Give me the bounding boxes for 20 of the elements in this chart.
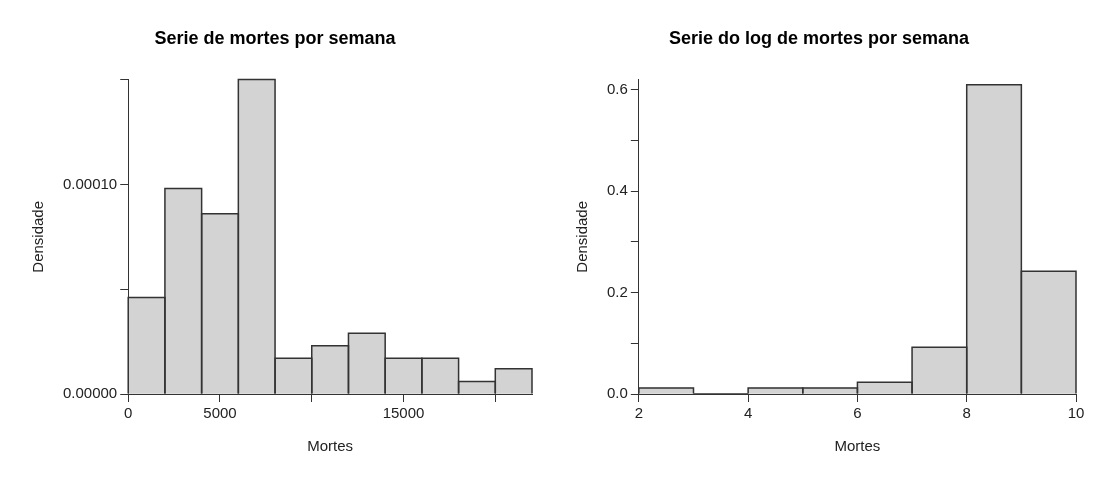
- x-tick-label: 15000: [382, 404, 425, 422]
- y-tick-label: 0.6: [606, 79, 628, 97]
- chart-title: Serie do log de mortes por semana: [668, 27, 971, 48]
- x-tick-label: 4: [743, 404, 753, 422]
- x-tick-label: 6: [853, 404, 862, 422]
- x-tick-label: 10: [1067, 404, 1085, 422]
- y-tick-label: 0.2: [606, 282, 628, 300]
- x-tick-label: 2: [634, 404, 644, 422]
- chart-title: Serie de mortes por semana: [154, 27, 397, 48]
- y-axis-title: Densidade: [29, 200, 47, 273]
- y-tick-label: 0.00000: [62, 384, 118, 402]
- y-tick-label: 0.00010: [62, 174, 118, 192]
- y-axis-title: Densidade: [573, 200, 591, 273]
- y-tick-label: 0.0: [606, 384, 628, 402]
- x-tick-label: 0: [124, 404, 133, 422]
- x-tick-label: 5000: [203, 404, 237, 422]
- x-axis-title: Mortes: [307, 437, 354, 455]
- y-tick-label: 0.4: [606, 181, 628, 199]
- x-tick-label: 8: [962, 404, 971, 422]
- x-axis-title: Mortes: [834, 437, 881, 455]
